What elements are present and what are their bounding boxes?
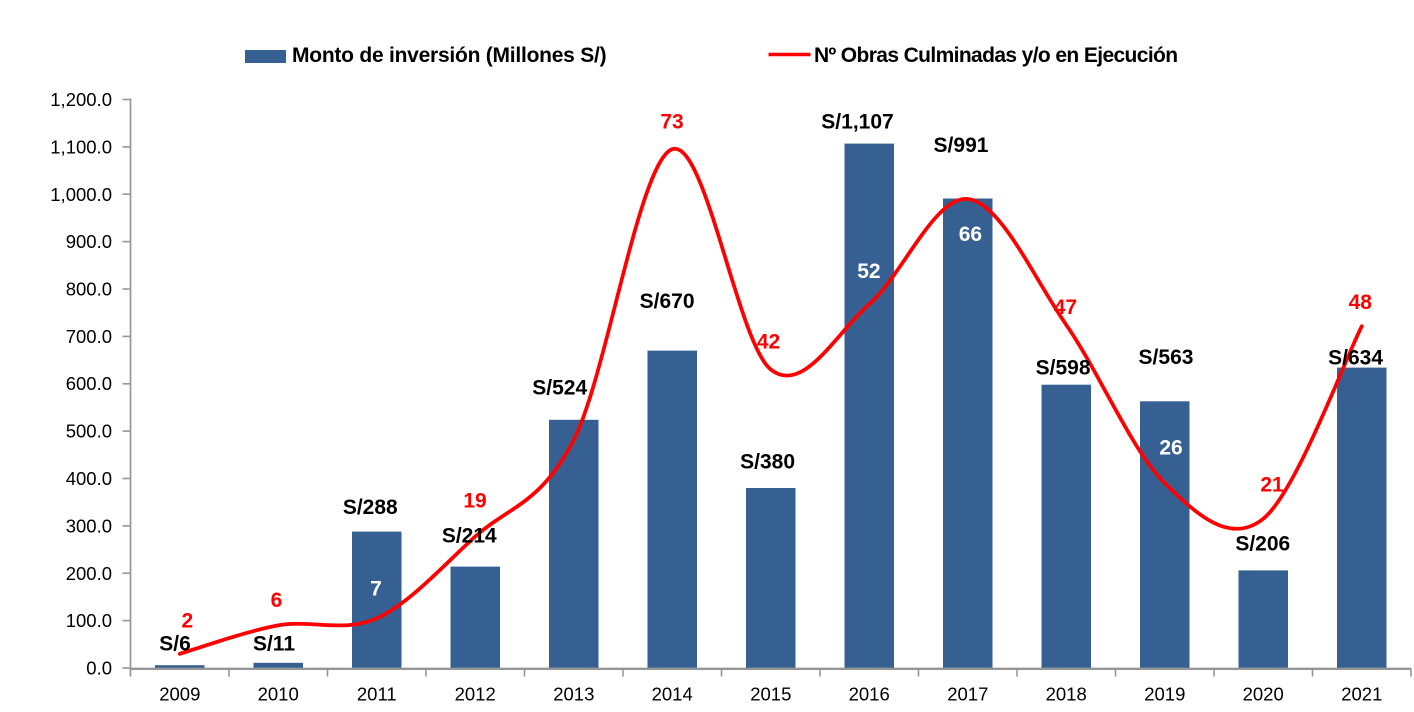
svg-text:0.0: 0.0	[86, 658, 112, 679]
svg-text:2011: 2011	[357, 684, 397, 705]
svg-text:S/563: S/563	[1139, 346, 1194, 369]
svg-text:7: 7	[370, 577, 382, 600]
svg-text:73: 73	[660, 111, 683, 134]
svg-text:900.0: 900.0	[66, 231, 112, 252]
svg-text:S/206: S/206	[1235, 533, 1290, 556]
svg-text:S/380: S/380	[740, 451, 795, 474]
svg-text:2: 2	[182, 610, 194, 633]
svg-text:100.0: 100.0	[66, 610, 112, 631]
svg-text:1,100.0: 1,100.0	[50, 136, 112, 157]
svg-text:S/598: S/598	[1036, 356, 1091, 379]
svg-text:200.0: 200.0	[66, 563, 112, 584]
svg-text:S/11: S/11	[253, 633, 295, 656]
svg-text:2017: 2017	[947, 684, 988, 705]
svg-text:S/288: S/288	[343, 496, 398, 519]
svg-text:66: 66	[959, 223, 982, 246]
svg-text:2018: 2018	[1046, 684, 1087, 705]
svg-text:S/991: S/991	[934, 134, 989, 157]
svg-text:6: 6	[271, 589, 283, 612]
svg-text:2020: 2020	[1243, 684, 1284, 705]
svg-text:2013: 2013	[553, 684, 594, 705]
svg-text:S/1,107: S/1,107	[821, 111, 893, 134]
svg-text:Monto de inversión (Millones S: Monto de inversión (Millones S/)	[292, 44, 606, 67]
svg-text:300.0: 300.0	[66, 515, 112, 536]
svg-text:2019: 2019	[1144, 684, 1185, 705]
svg-text:S/634: S/634	[1328, 347, 1383, 370]
svg-text:2014: 2014	[652, 684, 693, 705]
svg-text:1,200.0: 1,200.0	[50, 89, 112, 110]
svg-text:2009: 2009	[159, 684, 200, 705]
svg-text:21: 21	[1260, 473, 1284, 496]
svg-text:48: 48	[1349, 291, 1373, 314]
svg-text:S/524: S/524	[532, 376, 587, 399]
svg-text:52: 52	[857, 260, 880, 283]
svg-text:19: 19	[463, 490, 486, 513]
svg-text:2021: 2021	[1341, 684, 1382, 705]
svg-text:400.0: 400.0	[66, 468, 112, 489]
svg-text:1,000.0: 1,000.0	[50, 184, 112, 205]
svg-text:600.0: 600.0	[66, 373, 112, 394]
svg-text:Nº Obras Culminadas y/o en Eje: Nº Obras Culminadas y/o en Ejecución	[814, 44, 1177, 67]
svg-text:26: 26	[1159, 437, 1182, 460]
svg-text:2012: 2012	[455, 684, 496, 705]
svg-text:500.0: 500.0	[66, 421, 112, 442]
svg-text:800.0: 800.0	[66, 279, 112, 300]
svg-text:2016: 2016	[849, 684, 890, 705]
svg-text:47: 47	[1054, 296, 1077, 319]
svg-text:S/214: S/214	[442, 524, 497, 547]
svg-text:2015: 2015	[750, 684, 791, 705]
svg-text:700.0: 700.0	[66, 326, 112, 347]
svg-text:S/670: S/670	[640, 290, 695, 313]
svg-text:S/6: S/6	[159, 633, 191, 656]
svg-text:42: 42	[757, 331, 780, 354]
svg-text:2010: 2010	[258, 684, 299, 705]
